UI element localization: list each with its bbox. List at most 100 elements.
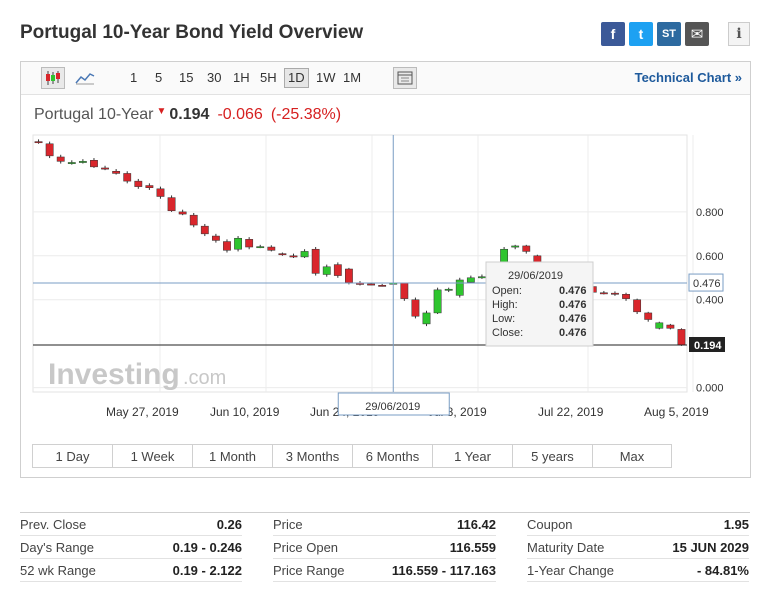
- candle-up: [655, 322, 664, 329]
- stat-coupon: Coupon 1.95: [527, 513, 749, 536]
- y-tick-label: 0.000: [696, 383, 724, 395]
- candle-up: [322, 266, 331, 275]
- last-value-label: 0.194: [694, 340, 722, 352]
- candle-down: [178, 211, 187, 215]
- facebook-icon[interactable]: f: [601, 22, 625, 46]
- y-tick-label: 0.400: [696, 295, 724, 307]
- tooltip-label: Open:: [492, 285, 522, 297]
- candle-up: [67, 162, 76, 164]
- range-1-month[interactable]: 1 Month: [192, 444, 273, 468]
- x-tick-label: Jun 10, 2019: [210, 405, 280, 419]
- chart-widget: 1 5 15 30 1H 5H 1D 1W 1M Technical Chart…: [20, 61, 751, 478]
- timeframe-15[interactable]: 15: [179, 70, 194, 85]
- crosshair-value-label: 0.476: [693, 278, 721, 290]
- candle-up: [444, 288, 453, 291]
- timeframe-5[interactable]: 5: [155, 70, 163, 85]
- y-tick-label: 0.600: [696, 251, 724, 263]
- range-max[interactable]: Max: [592, 444, 672, 468]
- candlestick-chart-icon[interactable]: [41, 67, 65, 89]
- tooltip-date: 29/06/2019: [508, 270, 563, 282]
- stat-price: Price 116.42: [273, 513, 496, 536]
- stat-value: 15 JUN 2029: [672, 539, 749, 555]
- tooltip-value: 0.476: [559, 299, 587, 311]
- area-chart-icon[interactable]: [73, 67, 97, 89]
- x-tick-label: May 27, 2019: [106, 405, 179, 419]
- share-bar: f t ST ✉: [601, 22, 709, 47]
- email-icon[interactable]: ✉: [685, 22, 709, 46]
- candle-down: [622, 294, 630, 299]
- tooltip-value: 0.476: [559, 327, 587, 339]
- candle-down: [34, 141, 43, 144]
- candle-up: [466, 277, 475, 283]
- candle-down: [345, 268, 353, 283]
- technical-chart-link[interactable]: Technical Chart »: [634, 70, 742, 85]
- candle-down: [367, 283, 375, 286]
- candle-down: [101, 167, 109, 170]
- stocktwits-icon[interactable]: ST: [657, 22, 681, 46]
- tooltip-label: Close:: [492, 327, 523, 339]
- timeframe-5h[interactable]: 5H: [260, 70, 277, 85]
- candle-up: [511, 245, 520, 248]
- stat-label: Maturity Date: [527, 539, 605, 555]
- info-icon[interactable]: i: [728, 22, 750, 46]
- candle-down: [311, 248, 320, 274]
- candle-down: [112, 170, 121, 174]
- range-1-week[interactable]: 1 Week: [112, 444, 193, 468]
- candle-down: [223, 241, 231, 251]
- stat-value: 116.559 - 117.163: [391, 562, 496, 578]
- stat-label: Prev. Close: [20, 516, 87, 532]
- stat-52wk-range: 52 wk Range 0.19 - 2.122: [20, 559, 242, 582]
- candle-down: [134, 180, 143, 187]
- twitter-icon[interactable]: t: [629, 22, 653, 46]
- range-5-years[interactable]: 5 years: [512, 444, 593, 468]
- candle-up: [234, 237, 242, 250]
- plot-area: [32, 134, 688, 393]
- price-change-percent: (-25.38%): [270, 106, 342, 123]
- timeframe-30[interactable]: 30: [207, 70, 222, 85]
- range-6-months[interactable]: 6 Months: [352, 444, 433, 468]
- stat-value: - 84.81%: [696, 562, 749, 578]
- range-1-day[interactable]: 1 Day: [32, 444, 113, 468]
- candle-down: [633, 299, 642, 313]
- chart-settings-icon[interactable]: [393, 67, 417, 89]
- instrument-name: Portugal 10-Year: [34, 106, 154, 123]
- candle-down: [167, 197, 176, 212]
- stat-label: Day's Range: [20, 539, 95, 555]
- range-1-year[interactable]: 1 Year: [432, 444, 513, 468]
- candle-down: [666, 324, 675, 329]
- stat-maturity-date: Maturity Date 15 JUN 2029: [527, 536, 749, 559]
- candle-down: [411, 299, 420, 317]
- candle-down: [278, 253, 287, 256]
- candle-down: [599, 292, 608, 295]
- crosshair-value-box: [688, 273, 724, 292]
- candle-down: [378, 284, 387, 287]
- last-value-box: [689, 336, 725, 352]
- candle-up: [455, 279, 464, 296]
- quote-line: Portugal 10-Year ▼ 0.194 -0.066 (-25.38%): [34, 106, 341, 124]
- candle-down: [200, 225, 209, 235]
- timeframe-1[interactable]: 1: [130, 70, 138, 85]
- timeframe-1w[interactable]: 1W: [316, 70, 336, 85]
- stat-label: 52 wk Range: [20, 562, 96, 578]
- candle-down: [90, 160, 98, 168]
- range-3-months[interactable]: 3 Months: [272, 444, 353, 468]
- range-selector: 1 Day 1 Week 1 Month 3 Months 6 Months 1…: [32, 444, 672, 468]
- timeframe-1m[interactable]: 1M: [343, 70, 362, 85]
- candle-down: [677, 329, 686, 346]
- candle-down: [123, 173, 132, 182]
- candle-down: [400, 282, 409, 299]
- timeframe-1d[interactable]: 1D: [284, 68, 309, 88]
- candle-down: [522, 245, 531, 252]
- y-tick-label: 0.800: [696, 207, 724, 219]
- stat-label: Coupon: [527, 516, 573, 532]
- tooltip-label: High:: [492, 299, 518, 311]
- candle-down: [211, 235, 220, 241]
- candle-up: [478, 276, 486, 279]
- bond-stats: Prev. Close 0.26 Day's Range 0.19 - 0.24…: [20, 512, 750, 582]
- timeframe-1h[interactable]: 1H: [233, 70, 250, 85]
- crosshair-date-box: [337, 392, 450, 416]
- candle-up: [256, 246, 265, 249]
- stat-price-range: Price Range 116.559 - 117.163: [273, 559, 496, 582]
- stat-value: 0.19 - 0.246: [172, 539, 242, 555]
